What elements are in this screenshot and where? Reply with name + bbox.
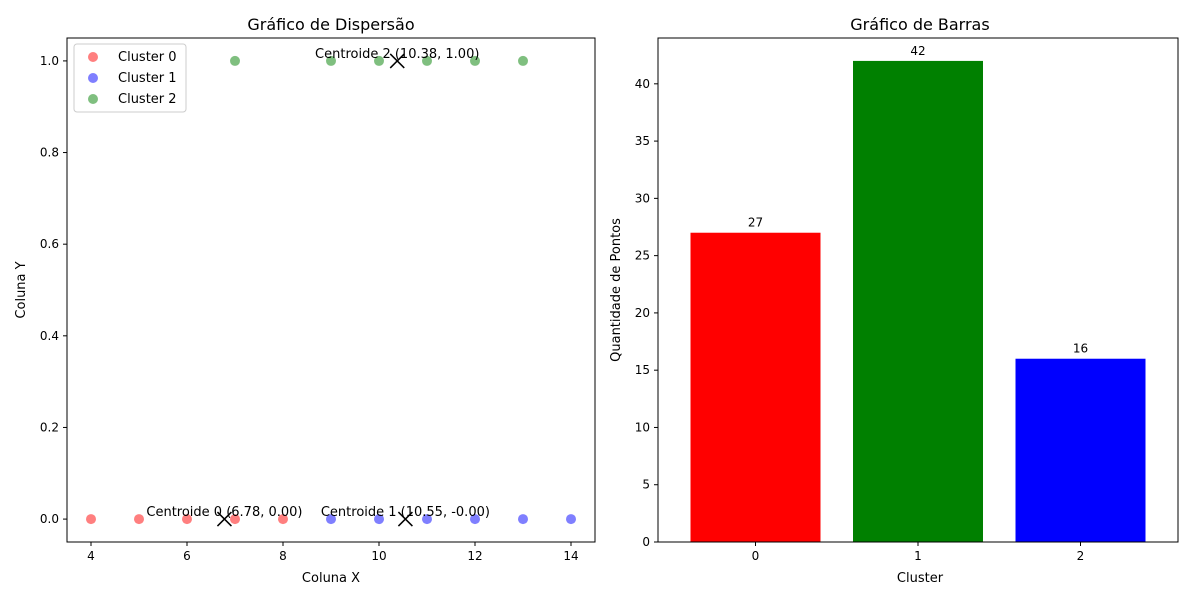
scatter-y-axis-label: Coluna Y — [14, 261, 29, 318]
bar-value-label-0: 27 — [748, 216, 763, 230]
legend-label-cluster-1: Cluster 1 — [118, 71, 177, 86]
bar-cluster-2 — [1015, 358, 1146, 542]
centroid-label-1: Centroide 1 (10.55, -0.00) — [321, 505, 490, 520]
scatter-chart: Gráfico de Dispersão Centroide 0 (6.78, … — [14, 15, 596, 586]
bar-y-tick-label: 15 — [635, 363, 650, 377]
scatter-marks: Centroide 0 (6.78, 0.00) Centroide 1 (10.… — [86, 47, 576, 527]
bar-x-tick-label: 2 — [1077, 549, 1085, 563]
centroid-label-0: Centroide 0 (6.78, 0.00) — [146, 505, 302, 520]
bar-title: Gráfico de Barras — [850, 15, 989, 34]
legend-marker-cluster-1 — [88, 73, 98, 83]
bar-value-label-2: 16 — [1073, 342, 1088, 356]
bar-x-tick-label: 1 — [914, 549, 922, 563]
scatter-x-tick-label: 4 — [87, 549, 95, 563]
scatter-y-tick-label: 0.6 — [40, 237, 59, 251]
centroid-label-2: Centroide 2 (10.38, 1.00) — [315, 47, 479, 62]
centroid-marker-2 — [389, 53, 405, 69]
legend-label-cluster-0: Cluster 0 — [118, 50, 177, 65]
bar-y-tick-label: 10 — [635, 420, 650, 434]
scatter-point-cluster-1 — [422, 514, 432, 525]
bar-y-tick-label: 35 — [635, 134, 650, 148]
legend-frame — [73, 43, 187, 113]
bar-y-tick-label: 30 — [635, 191, 650, 205]
scatter-point-cluster-2 — [230, 55, 240, 66]
scatter-point-cluster-1 — [374, 514, 384, 525]
bar-y-tick-label: 0 — [642, 535, 650, 549]
scatter-point-cluster-1 — [518, 514, 528, 525]
scatter-x-tick-label: 6 — [183, 549, 191, 563]
scatter-point-cluster-1 — [470, 514, 480, 525]
centroid-marker-1 — [397, 511, 413, 527]
scatter-x-tick-label: 12 — [467, 549, 482, 563]
scatter-x-tick-label: 14 — [563, 549, 578, 563]
bar-y-tick-label: 40 — [635, 77, 650, 91]
scatter-point-cluster-2 — [374, 55, 384, 66]
scatter-x-tick-label: 10 — [371, 549, 386, 563]
scatter-y-tick-label: 1.0 — [40, 54, 59, 68]
centroid-marker-0 — [216, 511, 232, 527]
scatter-point-cluster-0 — [278, 514, 288, 525]
scatter-point-cluster-0 — [134, 514, 144, 525]
scatter-point-cluster-2 — [518, 55, 528, 66]
scatter-point-cluster-2 — [326, 55, 336, 66]
bar-x-axis-label: Cluster — [897, 571, 944, 586]
scatter-point-cluster-0 — [230, 514, 240, 525]
scatter-y-tick-label: 0.4 — [40, 329, 59, 343]
scatter-x-axis-label: Coluna X — [302, 571, 360, 586]
scatter-plot-frame — [66, 37, 596, 543]
legend-marker-cluster-2 — [88, 94, 98, 104]
bar-value-label-1: 42 — [910, 44, 925, 58]
bar-cluster-1 — [853, 60, 983, 543]
bar-x-axis: 0 1 2 — [752, 542, 1085, 563]
bar-y-axis-label: Quantidade de Pontos — [609, 218, 624, 362]
scatter-y-tick-label: 0.2 — [40, 420, 59, 434]
legend-label-cluster-2: Cluster 2 — [118, 92, 177, 107]
scatter-point-cluster-1 — [326, 514, 336, 525]
scatter-point-cluster-0 — [182, 514, 192, 525]
bar-x-tick-label: 0 — [752, 549, 760, 563]
legend-marker-cluster-0 — [88, 52, 98, 62]
bar-chart: Gráfico de Barras 27 42 16 0 1 2 0 5 10 15 20 25 3… — [609, 15, 1179, 586]
bar-y-tick-label: 20 — [635, 306, 650, 320]
bar-y-tick-label: 5 — [642, 478, 650, 492]
scatter-legend: Cluster 0 Cluster 1 Cluster 2 — [73, 43, 187, 113]
bar-cluster-0 — [690, 232, 821, 542]
scatter-x-tick-label: 8 — [279, 549, 287, 563]
scatter-y-tick-label: 0.8 — [40, 146, 59, 160]
scatter-point-cluster-2 — [422, 55, 432, 66]
scatter-y-tick-label: 0.0 — [40, 512, 59, 526]
bar-y-axis: 0 5 10 15 20 25 30 35 40 — [635, 77, 658, 549]
scatter-title: Gráfico de Dispersão — [247, 15, 414, 34]
scatter-y-axis: 0.0 0.2 0.4 0.6 0.8 1.0 — [40, 54, 67, 526]
scatter-point-cluster-1 — [566, 514, 576, 525]
scatter-point-cluster-0 — [86, 514, 96, 525]
bar-marks: 27 42 16 — [690, 44, 1146, 543]
scatter-point-cluster-2 — [470, 55, 480, 66]
bar-y-tick-label: 25 — [635, 249, 650, 263]
scatter-x-axis: 4 6 8 10 12 14 — [87, 542, 579, 563]
